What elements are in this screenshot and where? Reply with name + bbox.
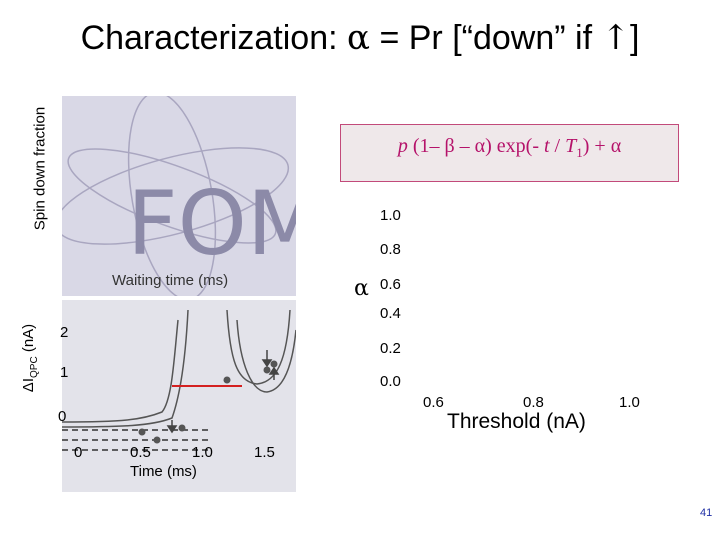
formula: p (1– β – α) exp(- t / T1) + α xyxy=(341,135,678,161)
qpc-trace-graphic xyxy=(62,309,296,451)
trace-y-tick: 1 xyxy=(60,364,69,381)
waiting-time-label: Waiting time (ms) xyxy=(112,272,229,289)
formula-subscript: 1 xyxy=(576,145,583,160)
title-middle: = Pr [“down” if xyxy=(370,19,602,57)
page-number: 41 xyxy=(700,507,713,519)
trace-y-tick: 0 xyxy=(58,408,67,425)
delta-i-main: ΔI xyxy=(20,378,37,393)
formula-tail: ) + xyxy=(582,135,611,157)
alpha-y-tick: 0.4 xyxy=(380,305,401,322)
fom-logo-graphic: FOM xyxy=(62,96,296,296)
trace-x-tick: 0.5 xyxy=(130,444,151,461)
formula-box: p (1– β – α) exp(- t / T1) + α xyxy=(340,124,679,182)
alpha-x-tick: 0.6 xyxy=(423,394,444,411)
title-alpha: α xyxy=(347,18,370,58)
formula-alpha: α xyxy=(610,135,622,157)
time-axis-label: Time (ms) xyxy=(130,463,197,480)
qpc-trace-panel: 2 1 0 0 0.5 1.0 1.5 xyxy=(58,300,296,492)
title-up-arrow: ↑ xyxy=(601,18,630,58)
formula-body: (1– β – α) exp(- xyxy=(407,135,544,157)
trace-y-tick: 2 xyxy=(60,324,69,341)
title-prefix: Characterization: xyxy=(80,19,348,57)
alpha-y-tick: 0.2 xyxy=(380,340,401,357)
formula-p: p xyxy=(397,135,408,157)
trace-x-tick: 1.0 xyxy=(192,444,213,461)
fom-watermark: FOM xyxy=(127,172,296,275)
alpha-y-tick: 1.0 xyxy=(380,207,401,224)
threshold-axis-label: Threshold (nA) xyxy=(447,410,586,433)
delta-i-subscript: QPC xyxy=(29,356,40,378)
formula-t: t xyxy=(543,135,550,157)
formula-slash: / xyxy=(549,135,566,157)
alpha-y-tick: 0.8 xyxy=(380,241,401,258)
trace-x-tick: 0 xyxy=(74,444,83,461)
spin-down-fraction-label: Spin down fraction xyxy=(31,106,49,231)
delta-i-unit: (nA) xyxy=(20,323,37,357)
title-suffix: ] xyxy=(629,19,640,57)
alpha-axis-symbol: α xyxy=(354,276,369,301)
trace-x-tick: 1.5 xyxy=(254,444,275,461)
alpha-x-tick: 0.8 xyxy=(523,394,544,411)
alpha-y-tick: 0.0 xyxy=(380,373,401,390)
fom-panel: FOM xyxy=(62,96,296,296)
alpha-x-tick: 1.0 xyxy=(619,394,640,411)
alpha-y-tick: 0.6 xyxy=(380,276,401,293)
formula-T: T xyxy=(565,135,577,157)
delta-i-qpc-label: ΔIQPC (nA) xyxy=(20,288,40,428)
slide-title: Characterization: α = Pr [“down” if ↑] xyxy=(0,18,720,58)
